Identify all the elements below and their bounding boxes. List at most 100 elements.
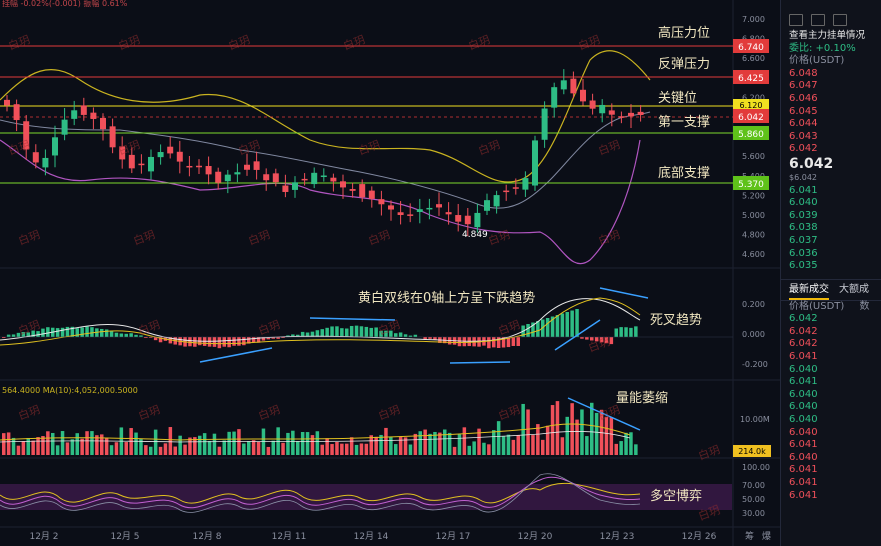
macd-axis-2: -0.200 [742, 360, 768, 369]
ask-row[interactable]: 6.044 [789, 118, 818, 130]
volume-bar [291, 430, 295, 455]
candle-body [541, 108, 548, 140]
price-axis-label: 5.200 [742, 191, 765, 200]
candle-body [551, 87, 558, 108]
volume-ma2-line [0, 430, 631, 443]
bid-row[interactable]: 6.036 [789, 247, 818, 259]
macd-bar [80, 327, 84, 337]
candle-body [253, 161, 260, 170]
orderbook-asks-icon[interactable] [833, 14, 847, 26]
volume-bar [85, 431, 89, 455]
candle-body [167, 146, 174, 154]
ask-row[interactable]: 6.046 [789, 92, 818, 104]
bid-row[interactable]: 6.039 [789, 209, 818, 221]
trade-row: 6.041 [789, 464, 818, 476]
volume-bar [325, 438, 329, 455]
tab-big-trades[interactable]: 大额成 [839, 283, 869, 295]
price-axis-label: 6.200 [742, 93, 765, 102]
candle-body [608, 110, 615, 115]
price-axis-label: 6.600 [742, 54, 765, 63]
candle-body [292, 182, 298, 190]
macd-bar [599, 337, 604, 343]
bid-row[interactable]: 6.041 [789, 184, 818, 196]
volume-bar [168, 427, 173, 455]
x-label: 12月 2 [29, 531, 58, 542]
volume-bar [315, 431, 320, 455]
annotation-key-level: 关键位 [658, 91, 697, 106]
volume-bar [609, 417, 614, 455]
macd-bar [526, 324, 530, 337]
volume-bar [300, 431, 305, 455]
annotation-first-support: 第一支撑 [658, 115, 710, 130]
orderbook-toolbar [781, 0, 881, 30]
orderbook-both-icon[interactable] [789, 14, 803, 26]
volume-bar [447, 432, 452, 455]
candle-body [570, 78, 577, 94]
macd-bar [428, 337, 432, 339]
ask-row[interactable]: 6.047 [789, 80, 818, 92]
macd-bar [276, 337, 280, 339]
macd-bar [296, 334, 300, 337]
macd-bar [90, 327, 94, 337]
x-label: 12月 26 [682, 531, 717, 542]
macd-bar [237, 337, 241, 346]
rsi-axis-1: 70.00 [742, 481, 765, 490]
macd-bar [11, 334, 16, 337]
macd-bar [188, 337, 192, 347]
volume-bar [418, 431, 422, 455]
ask-row[interactable]: 6.042 [789, 143, 818, 155]
volume-bar [570, 403, 574, 455]
bid-row[interactable]: 6.037 [789, 234, 818, 246]
kline-chart[interactable]: 7.0006.8006.6006.4006.2006.0005.8005.600… [0, 0, 780, 546]
orderbook-bids-icon[interactable] [811, 14, 825, 26]
candle-body [349, 189, 356, 191]
x-label: 12月 11 [272, 531, 307, 542]
macd-bar [232, 337, 236, 346]
ask-row[interactable]: 6.043 [789, 130, 818, 142]
candle-body [205, 166, 212, 175]
volume-bar [193, 437, 197, 455]
macd-bar [570, 310, 574, 337]
price-axis-label: 5.600 [742, 152, 765, 161]
low-marker: 4.849 [462, 230, 488, 240]
volume-bar [139, 439, 143, 455]
x-label: 12月 14 [354, 531, 389, 542]
ask-row[interactable]: 6.045 [789, 105, 818, 117]
volume-bar [477, 428, 481, 455]
macd-bar [129, 333, 133, 337]
volume-ma-line [0, 423, 631, 441]
macd-bar [320, 329, 324, 337]
candle-body [407, 214, 414, 216]
candle-body [32, 152, 39, 163]
volume-bar [604, 416, 609, 455]
macd-bar [227, 337, 231, 348]
volume-bar [330, 444, 334, 455]
macd-bar [408, 335, 413, 337]
bid-row[interactable]: 6.038 [789, 222, 818, 234]
volume-bar [242, 443, 246, 455]
bid-row[interactable]: 6.040 [789, 197, 818, 209]
volume-bar [482, 442, 486, 455]
macd-bar [134, 334, 138, 337]
orderbook-title[interactable]: 查看主力挂单情况 [789, 30, 866, 41]
volume-info: 564.4000 MA(10):4,052,000.5000 [2, 386, 138, 395]
volume-bar [452, 446, 457, 455]
bid-row[interactable]: 6.035 [789, 260, 818, 272]
price-tag-6740: 6.740 [733, 39, 769, 53]
macd-bar [75, 328, 79, 337]
candle-body [272, 173, 279, 183]
macd-bar [433, 337, 437, 340]
volume-bar [619, 441, 623, 455]
macd-bar [41, 328, 45, 337]
tab-latest-trades[interactable]: 最新成交 [789, 280, 829, 300]
volume-bar [95, 435, 99, 455]
macd-bar [516, 337, 520, 346]
volume-bar [124, 442, 128, 455]
macd-bar [590, 337, 594, 341]
ask-row[interactable]: 6.048 [789, 67, 818, 79]
candle-body [426, 207, 433, 210]
macd-bar [46, 327, 50, 337]
candle-body [436, 204, 442, 208]
volume-bar [624, 432, 628, 455]
volume-bar [281, 442, 285, 455]
